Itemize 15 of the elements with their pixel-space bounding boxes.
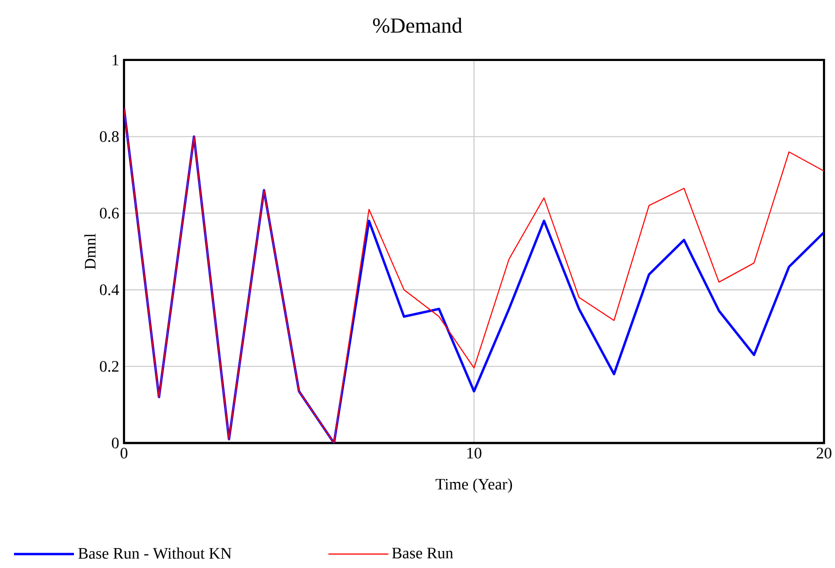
x-tick-label: 10 <box>467 448 482 458</box>
y-tick-label: 0 <box>112 438 119 448</box>
y-tick-label: 0.8 <box>100 131 119 142</box>
x-tick-label: 20 <box>816 448 832 458</box>
y-tick-label: 1 <box>112 54 118 66</box>
x-axis-title: Time (Year) <box>436 478 512 493</box>
chart-title: %Demand <box>373 18 462 33</box>
x-tick-label: 0 <box>120 448 128 458</box>
y-axis-title: Dmnl <box>84 234 96 270</box>
y-tick-label: 0.6 <box>100 208 119 219</box>
legend-label: Base Run <box>392 548 454 558</box>
line-series <box>124 107 824 443</box>
y-tick-label: 0.4 <box>100 284 120 296</box>
legend-label: Base Run - Without KN <box>78 548 232 559</box>
y-tick-label: 0.2 <box>100 360 118 372</box>
